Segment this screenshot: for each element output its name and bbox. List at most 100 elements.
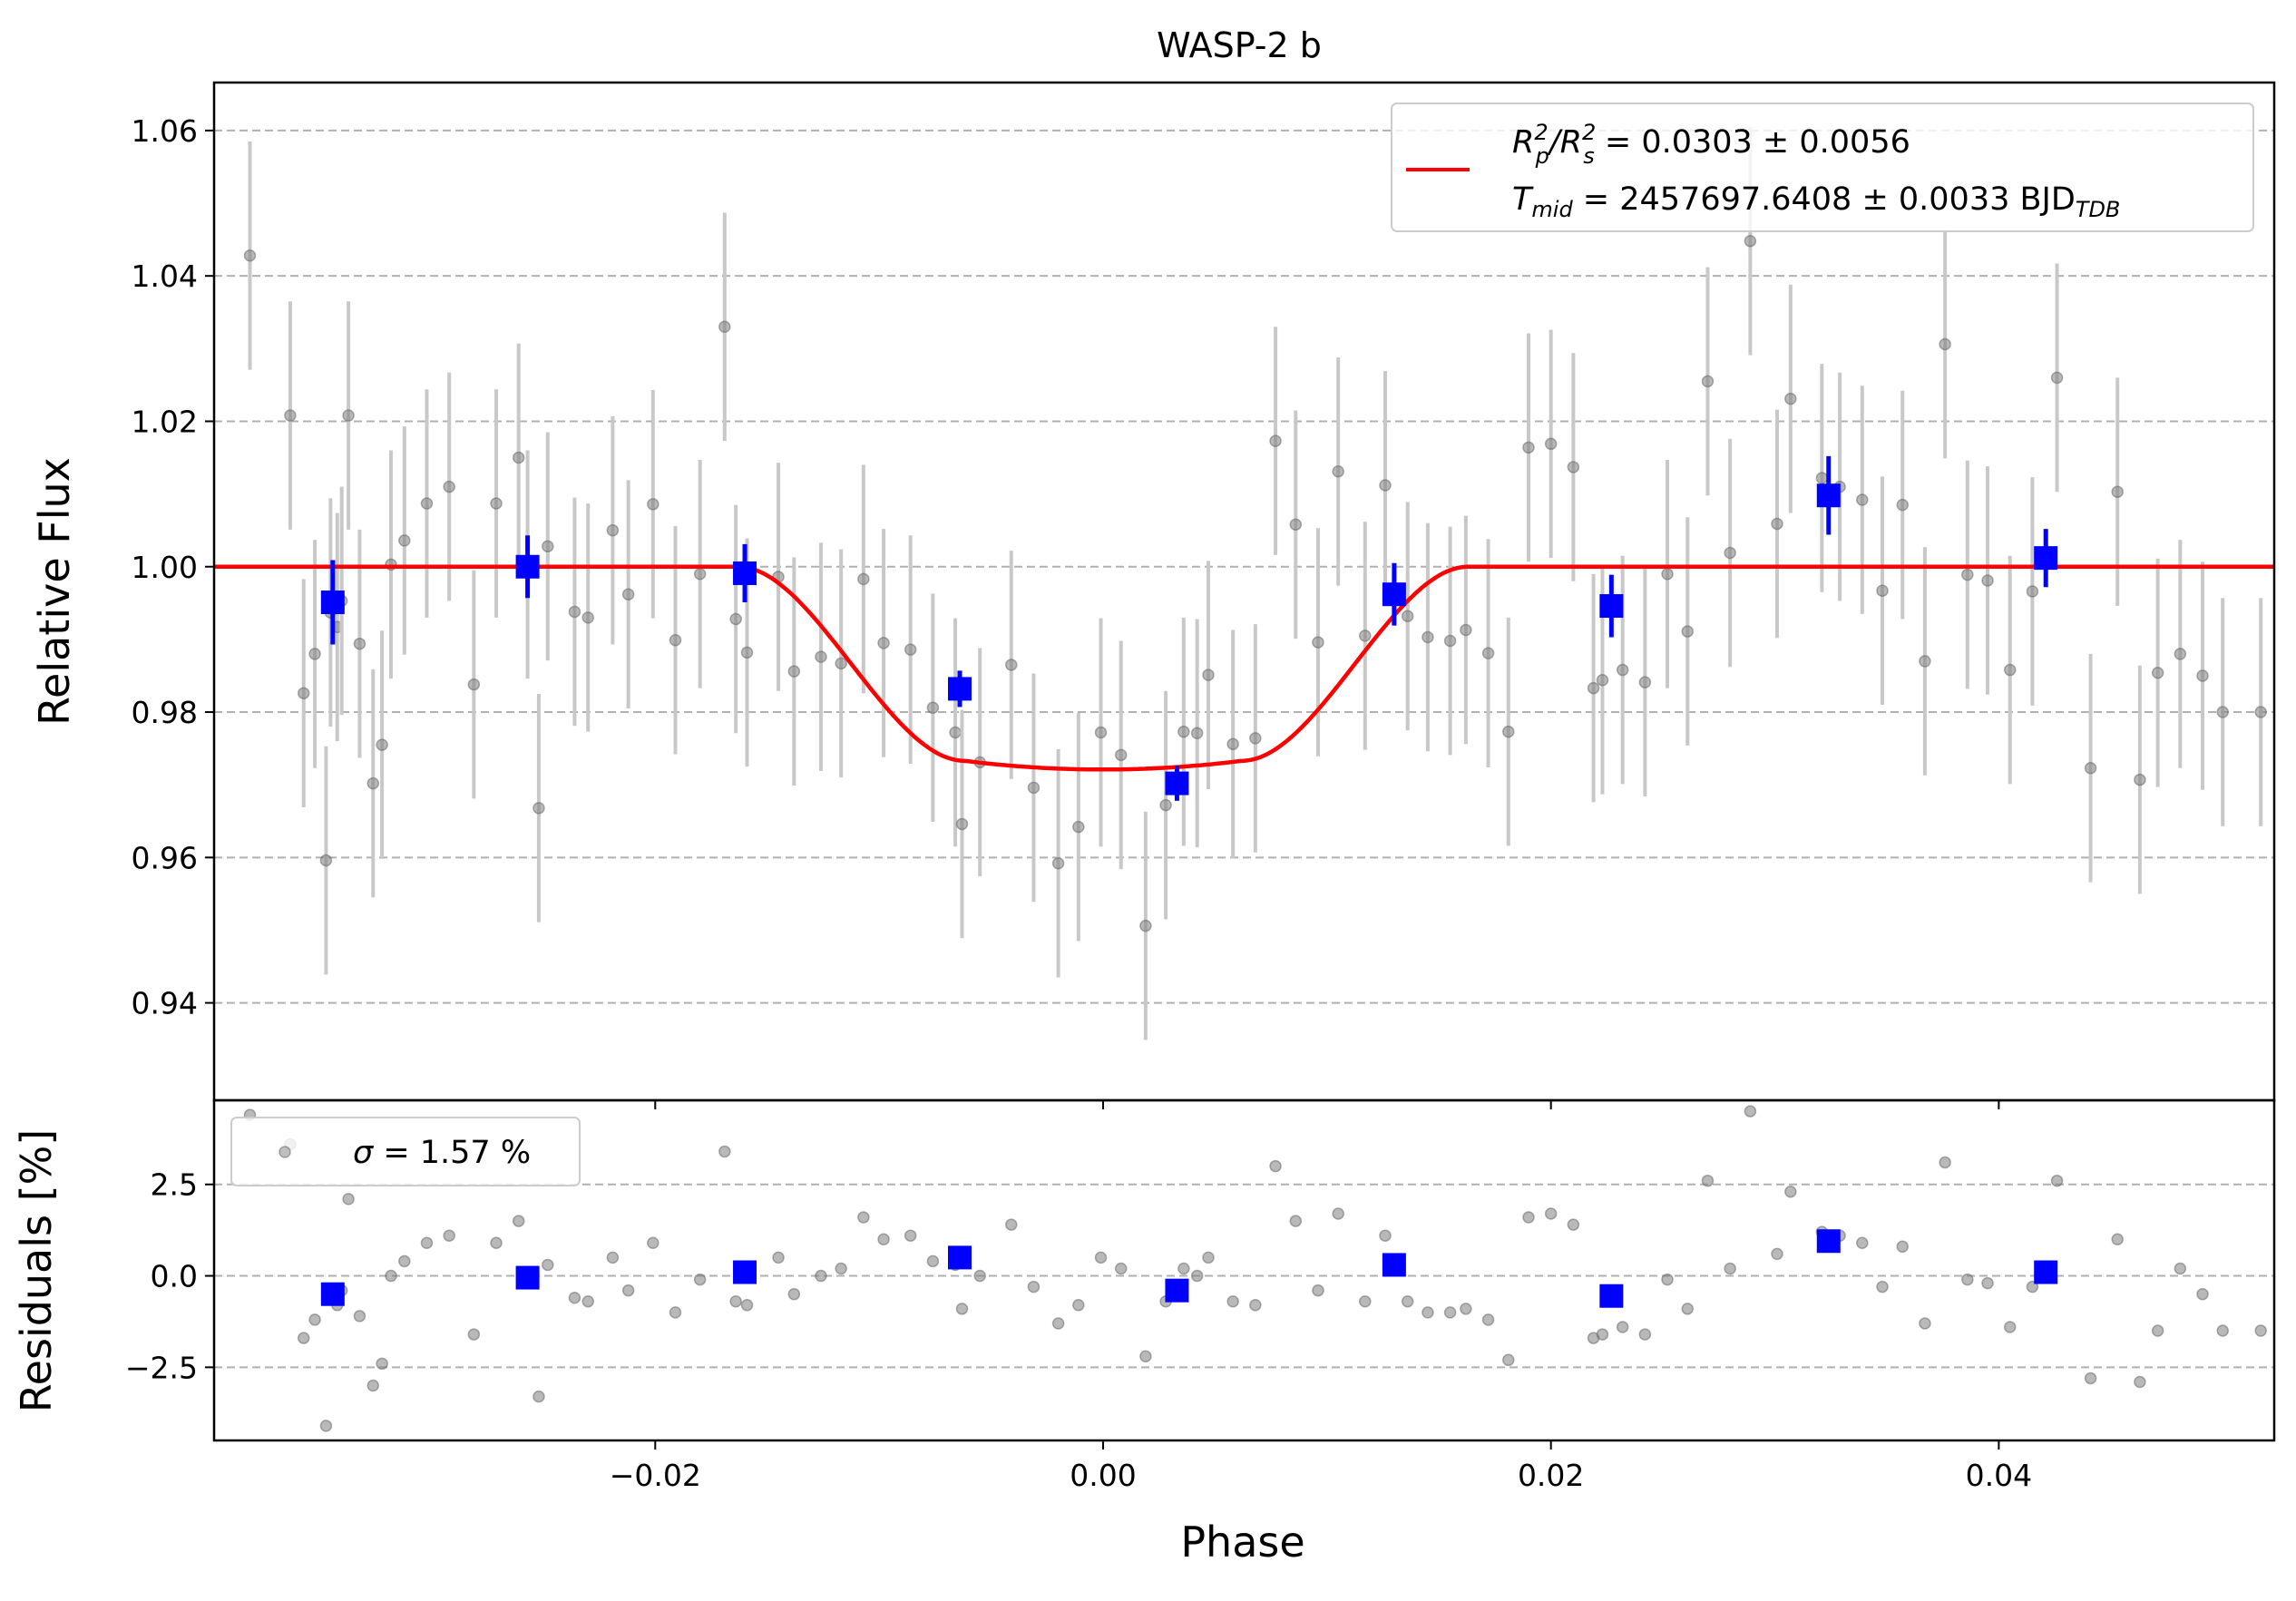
raw-point <box>1784 392 1797 405</box>
x-axis-label: Phase <box>1180 1518 1304 1567</box>
residual-point <box>606 1251 620 1264</box>
residual-point <box>1784 1186 1797 1198</box>
raw-point <box>1401 610 1414 622</box>
raw-point <box>2151 667 2164 679</box>
raw-point <box>1051 856 1065 870</box>
residual-point <box>1502 1353 1515 1367</box>
binned-point <box>1816 483 1841 508</box>
raw-point <box>1939 337 1951 351</box>
residual-point <box>2050 1174 2064 1187</box>
raw-point <box>1226 737 1239 751</box>
raw-point <box>1481 647 1495 659</box>
legend-tmid-text: Tmid = 2457697.6408 ± 0.0033 BJDTDB <box>1512 181 2120 222</box>
raw-point <box>512 451 525 464</box>
bottom-binned-residuals <box>320 1229 2058 1308</box>
residual-point <box>1005 1218 1018 1231</box>
residual-point <box>1896 1240 1909 1254</box>
residual-point <box>1616 1321 1629 1333</box>
residual-point <box>1289 1215 1303 1227</box>
raw-point <box>1616 663 1629 677</box>
legend-residual-swatch <box>278 1146 291 1158</box>
residual-point <box>973 1269 986 1283</box>
binned-point <box>320 591 345 615</box>
residual-point <box>342 1193 355 1206</box>
bottom-y-ticks: −2.5 0.0 2.5 <box>125 1167 214 1385</box>
residual-point <box>857 1211 870 1224</box>
raw-point <box>443 480 455 493</box>
raw-point <box>1005 659 1018 671</box>
residual-point <box>1027 1280 1041 1293</box>
raw-point <box>1114 748 1128 762</box>
residual-point <box>1139 1350 1152 1363</box>
residual-point <box>1460 1303 1472 1315</box>
residual-point <box>1771 1247 1783 1261</box>
residual-point <box>308 1313 321 1326</box>
raw-point <box>420 497 434 510</box>
raw-point <box>1587 681 1600 695</box>
residual-point <box>1701 1174 1715 1187</box>
raw-point <box>581 611 594 624</box>
residual-point <box>1114 1262 1128 1275</box>
residual-point <box>1443 1306 1457 1319</box>
raw-point <box>568 605 581 619</box>
raw-point <box>729 612 742 626</box>
raw-point <box>835 657 847 670</box>
top-y-tick-label: 0.94 <box>132 986 198 1021</box>
chart-title: WASP-2 b <box>1157 25 1322 65</box>
raw-point <box>1359 630 1372 642</box>
raw-point <box>1312 636 1324 649</box>
legend-sigma-text: σ = 1.57 % <box>353 1135 531 1171</box>
raw-point <box>1379 479 1392 492</box>
raw-point <box>490 497 503 510</box>
residual-point <box>1681 1303 1695 1315</box>
bottom-legend: σ = 1.57 % <box>230 1117 581 1186</box>
residual-point <box>1596 1328 1609 1341</box>
residual-point <box>772 1251 785 1264</box>
residual-point <box>669 1306 682 1319</box>
residual-point <box>835 1262 847 1275</box>
residual-point <box>740 1299 754 1312</box>
raw-point <box>2026 585 2039 598</box>
raw-point <box>815 650 827 663</box>
residual-point <box>512 1215 525 1227</box>
residual-point <box>1190 1269 1204 1283</box>
residual-point <box>1856 1236 1869 1250</box>
raw-point <box>353 637 366 650</box>
x-tick-label: 0.02 <box>1518 1458 1584 1493</box>
residual-point <box>443 1229 455 1242</box>
residual-point <box>621 1284 635 1297</box>
raw-point <box>1202 669 1215 681</box>
residual-point <box>2111 1233 2124 1245</box>
raw-point <box>1177 725 1190 738</box>
residual-point <box>2134 1375 2146 1389</box>
residual-point <box>1522 1211 1535 1224</box>
top-y-tick-label: 1.04 <box>132 259 198 294</box>
raw-point <box>1815 472 1829 484</box>
residual-point <box>2196 1287 2209 1301</box>
raw-point <box>877 637 890 649</box>
bottom-y-tick-label: 2.5 <box>151 1167 198 1203</box>
x-tick-label: 0.04 <box>1966 1458 2032 1493</box>
residual-point <box>1638 1328 1652 1341</box>
raw-point <box>376 738 388 751</box>
raw-point <box>342 409 355 422</box>
binned-point <box>2034 546 2058 571</box>
raw-point <box>1027 781 1041 795</box>
residual-point <box>1332 1207 1344 1220</box>
raw-point <box>1544 437 1558 451</box>
raw-point <box>532 802 545 815</box>
raw-point <box>1249 732 1262 745</box>
residual-point <box>1661 1273 1674 1286</box>
residual-point <box>467 1328 481 1341</box>
residual-point <box>1544 1207 1558 1220</box>
residual-point <box>532 1390 545 1403</box>
binned-residual-point <box>320 1282 345 1306</box>
binned-point <box>948 677 972 701</box>
x-tick-label: −0.02 <box>610 1458 701 1493</box>
raw-point <box>949 726 962 739</box>
residual-point <box>1744 1105 1757 1118</box>
residual-point <box>1981 1276 1994 1290</box>
raw-point <box>647 498 659 511</box>
raw-point <box>904 643 917 656</box>
residual-point <box>1481 1313 1495 1326</box>
